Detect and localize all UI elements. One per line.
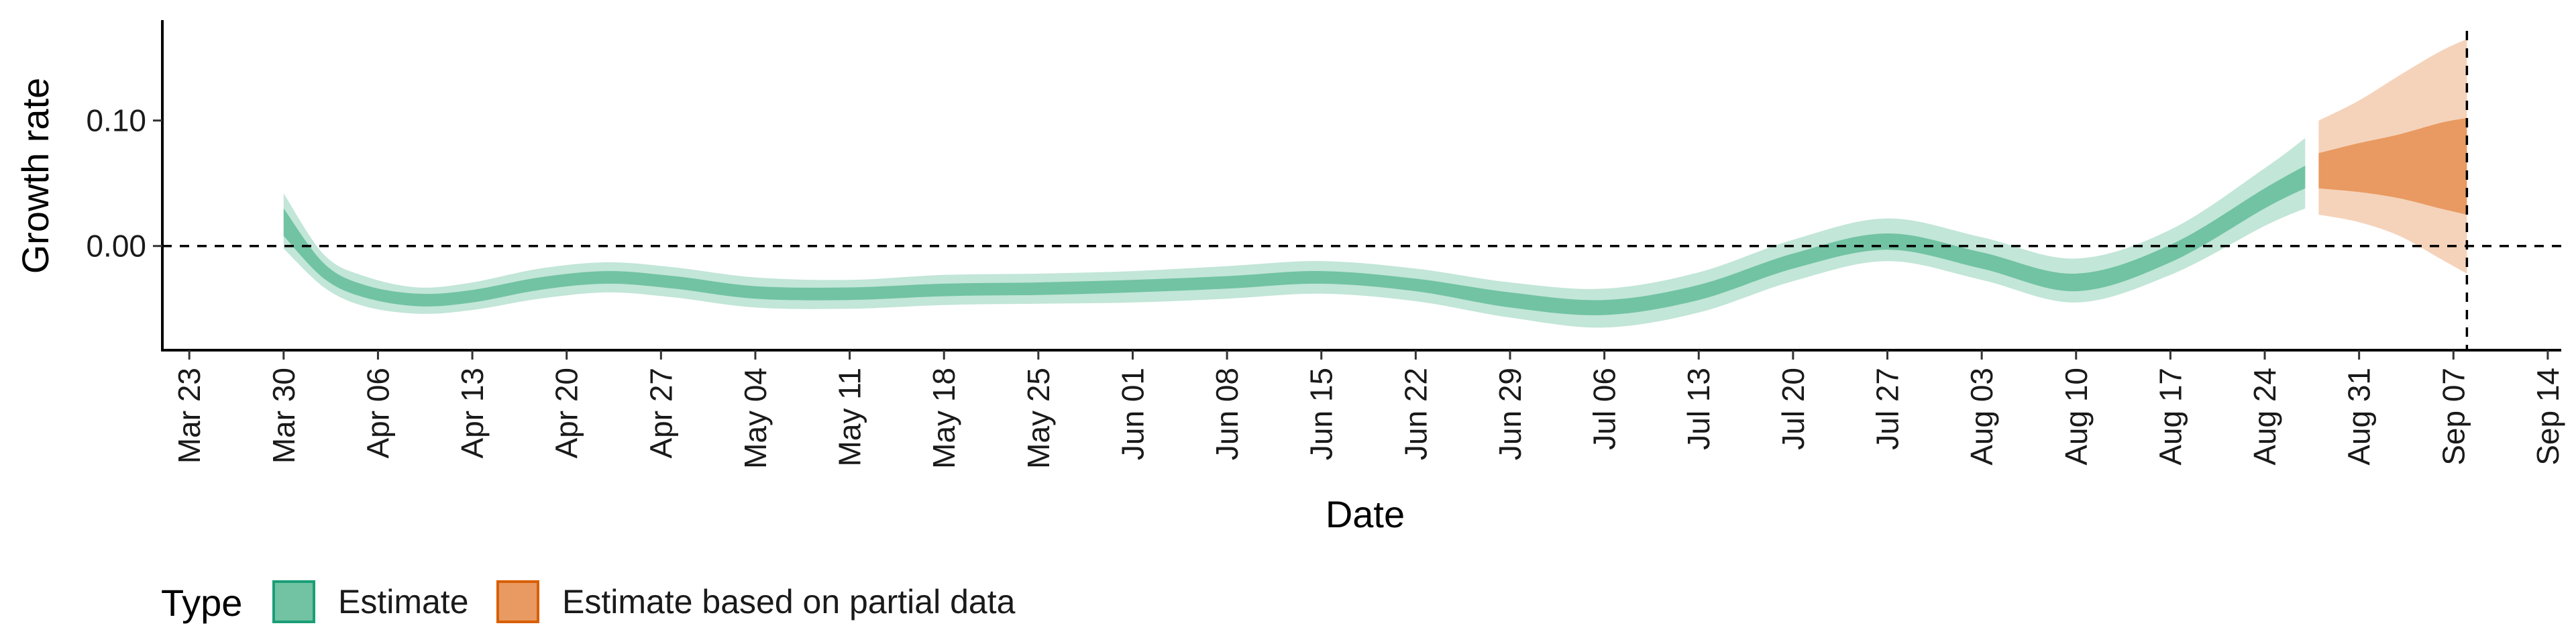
x-tick-label: May 25: [1021, 368, 1056, 469]
estimate-inner-band: [283, 166, 2306, 315]
legend: Type Estimate Estimate based on partial d…: [161, 580, 1016, 624]
x-tick-label: Jun 08: [1210, 368, 1244, 460]
estimate-outer-band: [283, 138, 2306, 328]
x-tick-label: Aug 17: [2153, 368, 2188, 466]
x-tick-label: Jul 06: [1587, 368, 1622, 450]
axes: 0.10 0.00 Mar 23 Mar 30 Apr 06 Apr 13 Apr 20 Ap…: [86, 20, 2565, 469]
x-tick-label: Apr 20: [549, 368, 584, 459]
x-tick-label: Apr 06: [360, 368, 395, 459]
x-tick-label: Jun 15: [1304, 368, 1339, 460]
x-tick-label: Apr 27: [643, 368, 678, 459]
x-tick-label: Jun 01: [1116, 368, 1150, 460]
x-tick-label: Apr 13: [455, 368, 490, 459]
x-tick-label: Jul 13: [1681, 368, 1716, 450]
x-tick-label: Jun 22: [1398, 368, 1433, 460]
x-tick-label: Jun 29: [1493, 368, 1527, 460]
x-tick-label: May 11: [833, 368, 867, 466]
x-tick-label: May 18: [926, 368, 961, 469]
x-tick-label: Aug 03: [1964, 368, 1999, 466]
x-tick-label: May 04: [738, 368, 773, 469]
legend-label: Estimate based on partial data: [562, 583, 1016, 621]
x-tick-label: Aug 10: [2059, 368, 2094, 466]
x-tick-label: Jul 20: [1776, 368, 1811, 450]
y-axis-title: Growth rate: [14, 78, 56, 274]
y-tick-label: 0.00: [86, 229, 146, 264]
legend-title: Type: [161, 582, 242, 624]
legend-swatch: [496, 580, 539, 623]
plot-bands: [283, 39, 2467, 328]
x-axis-title: Date: [1326, 493, 1405, 535]
x-tick-label: Mar 23: [172, 368, 207, 464]
x-tick-label: Mar 30: [266, 368, 301, 464]
legend-swatch: [272, 580, 315, 623]
x-tick-label: Sep 07: [2436, 368, 2471, 466]
y-tick-label: 0.10: [86, 103, 146, 138]
reference-lines: [162, 31, 2561, 350]
x-tick-label: Sep 14: [2530, 368, 2565, 466]
x-tick-label: Aug 24: [2247, 368, 2282, 466]
x-tick-label: Jul 27: [1870, 368, 1905, 450]
legend-label: Estimate: [338, 583, 469, 621]
x-tick-label: Aug 31: [2342, 368, 2377, 466]
partial-estimate-inner-band: [2318, 117, 2467, 215]
